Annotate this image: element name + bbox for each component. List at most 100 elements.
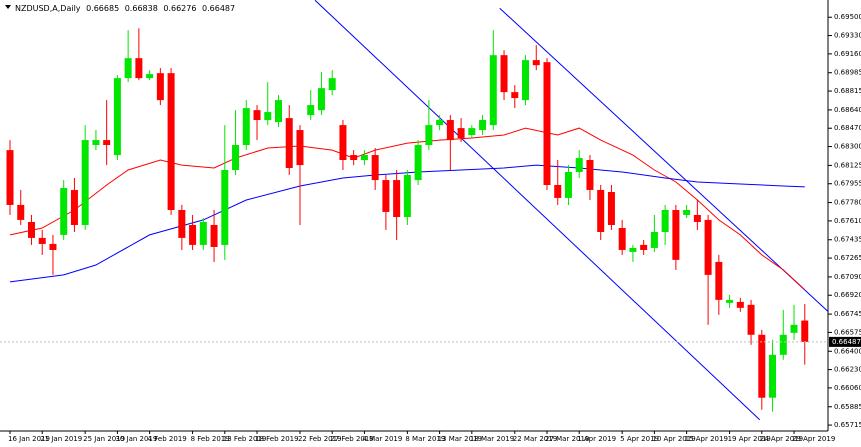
y-tick-label: 0.67780 — [834, 199, 861, 207]
candle-body — [6, 150, 14, 205]
y-tick-label: 0.69160 — [834, 50, 861, 58]
candle-body — [790, 324, 798, 333]
candle-body — [586, 160, 594, 190]
candle-body — [511, 92, 519, 99]
y-tick-label: 0.66745 — [834, 310, 861, 318]
plot-area — [0, 0, 828, 421]
candle-body — [275, 100, 282, 123]
trend-line — [499, 7, 828, 313]
header-close: 0.66487 — [202, 4, 235, 13]
candle-body — [339, 125, 347, 161]
x-tick-label: 13 Mar 2019 — [438, 435, 482, 443]
candle-body — [38, 237, 46, 244]
candle-body — [650, 231, 658, 248]
candle-body — [328, 78, 336, 91]
candle-body — [618, 227, 626, 250]
y-tick-label: 0.68985 — [834, 69, 861, 77]
y-tick-label: 0.68470 — [834, 124, 861, 132]
x-tick-label: 8 Mar 2019 — [405, 435, 445, 443]
x-tick-label: 1 Apr 2019 — [577, 435, 616, 443]
candle-body — [49, 243, 57, 250]
x-tick-label: 29 Apr 2019 — [792, 435, 835, 443]
y-tick-label: 0.66920 — [834, 291, 861, 299]
candle-body — [597, 189, 605, 232]
candle-body — [113, 78, 121, 156]
candle-body — [532, 60, 540, 66]
candle-body — [554, 185, 562, 198]
candle-body — [543, 62, 551, 186]
y-tick-label: 0.68640 — [834, 106, 861, 114]
candle-body — [629, 247, 637, 252]
candle-body — [70, 189, 78, 225]
candle-body — [403, 174, 411, 218]
price-tag — [829, 336, 861, 347]
y-tick-label: 0.65885 — [834, 403, 861, 411]
candle-body — [726, 299, 734, 303]
candle-body — [350, 155, 358, 161]
candle-body — [360, 155, 368, 161]
candle-body — [661, 210, 669, 232]
candle-body — [371, 155, 379, 181]
y-tick-label: 0.66400 — [834, 347, 861, 355]
header: NZDUSD,A,Daily 0.66685 0.66838 0.66276 0… — [15, 4, 235, 13]
candle-body — [60, 188, 68, 235]
candle-body — [414, 145, 422, 181]
candle-body — [382, 180, 390, 212]
header-open: 0.66685 — [86, 4, 119, 13]
trend-line — [314, 0, 761, 421]
candle-body — [156, 73, 164, 101]
y-tick-label: 0.66575 — [834, 328, 861, 336]
candle-body — [178, 210, 186, 238]
x-tick-label: 16 Jan 2019 — [8, 435, 50, 443]
y-tick-label: 0.68125 — [834, 161, 861, 169]
candle-body — [27, 221, 35, 238]
candle-body — [747, 304, 755, 335]
x-tick-label: 15 Apr 2019 — [685, 435, 728, 443]
y-tick-label: 0.67610 — [834, 217, 861, 225]
candle-body — [436, 120, 444, 126]
x-tick-label: 4 Feb 2019 — [148, 435, 187, 443]
candle-body — [564, 171, 572, 198]
candle-body — [693, 214, 701, 222]
x-tick-label: 13 Feb 2019 — [223, 435, 267, 443]
candle-body — [232, 145, 240, 171]
candle-body — [736, 301, 744, 308]
x-tick-label: 8 Feb 2019 — [191, 435, 230, 443]
candle-body — [672, 210, 680, 260]
candle-body — [758, 334, 766, 398]
candle-body — [575, 158, 583, 172]
candle-body — [81, 140, 89, 225]
candle-body — [468, 128, 476, 136]
candle-body — [522, 60, 530, 101]
candle-body — [146, 74, 154, 79]
x-tick-label: 27 Feb 2019 — [330, 435, 374, 443]
candle-body — [167, 73, 175, 211]
candle-body — [607, 192, 615, 225]
candle-body — [779, 334, 787, 355]
x-tick-label: 22 Feb 2019 — [298, 435, 342, 443]
candle-body — [253, 110, 261, 121]
x-tick-label: 19 Apr 2019 — [728, 435, 771, 443]
x-tick-label: 21 Jan 2019 — [40, 435, 82, 443]
x-tick-label: 22 Mar 2019 — [513, 435, 557, 443]
candle-body — [103, 140, 111, 146]
y-tick-label: 0.69330 — [834, 32, 861, 40]
x-tick-label: 18 Mar 2019 — [470, 435, 514, 443]
x-tick-label: 4 Mar 2019 — [362, 435, 402, 443]
candle-body — [457, 128, 465, 139]
candle-body — [425, 125, 433, 146]
candle-body — [210, 224, 218, 247]
x-tick-label: 24 Apr 2019 — [760, 435, 803, 443]
candle-body — [135, 58, 143, 79]
candle-body — [124, 58, 132, 79]
moving-average — [9, 164, 805, 283]
y-tick-label: 0.68815 — [834, 87, 861, 95]
candle-body — [500, 55, 508, 93]
header-low: 0.66276 — [163, 4, 196, 13]
x-tick-label: 10 Apr 2019 — [652, 435, 695, 443]
y-tick-label: 0.66060 — [834, 384, 861, 392]
y-tick-label: 0.67090 — [834, 273, 861, 281]
y-tick-label: 0.66230 — [834, 366, 861, 374]
